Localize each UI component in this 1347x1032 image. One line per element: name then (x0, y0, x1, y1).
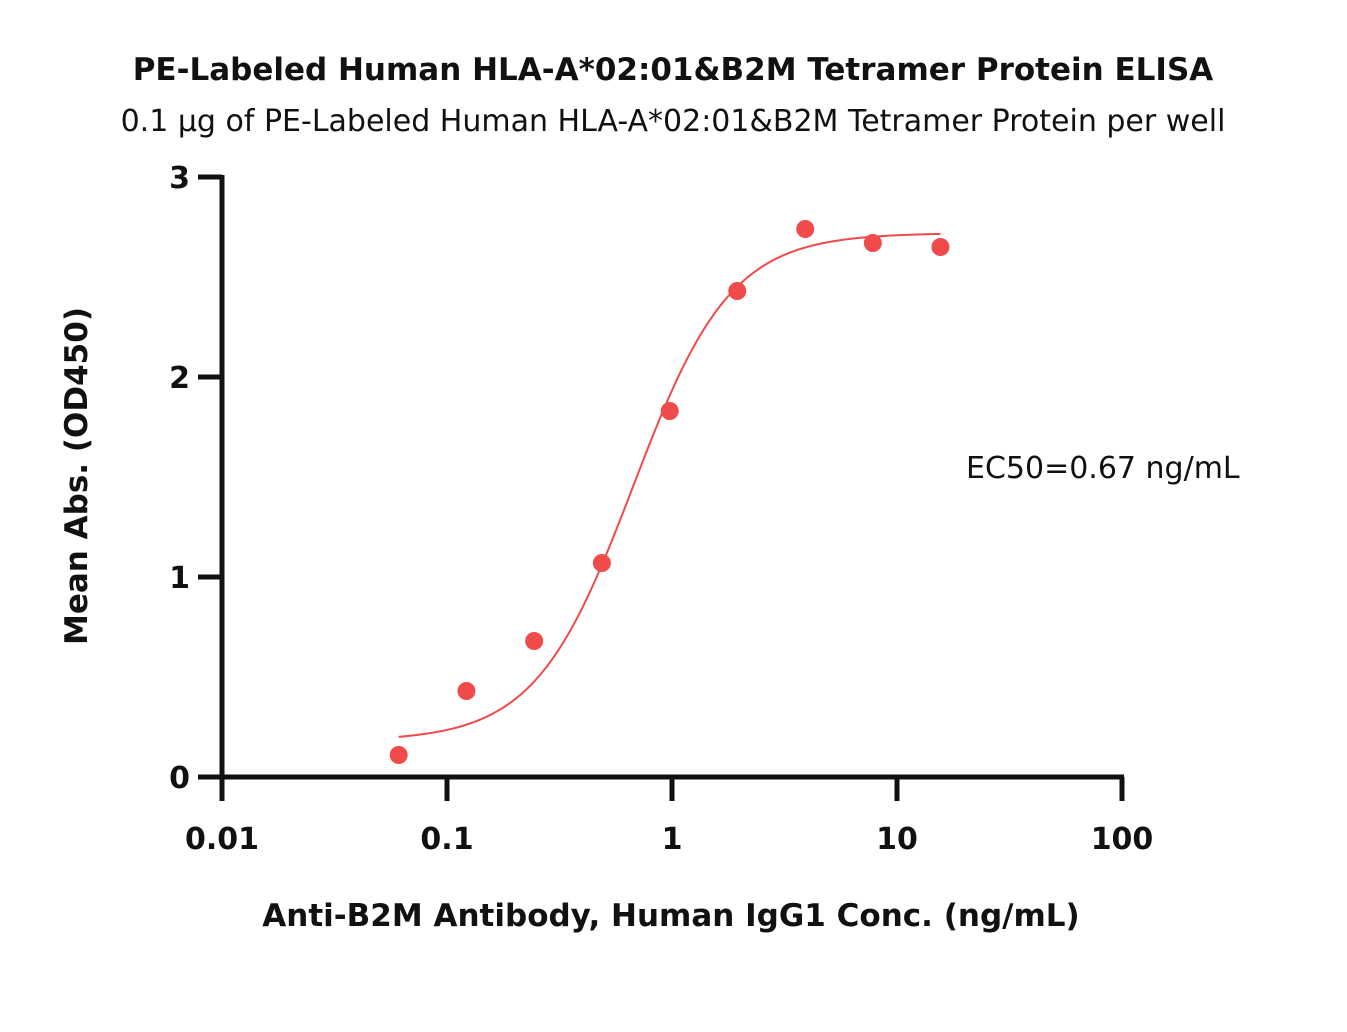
plot-area (389, 220, 950, 764)
x-tick-label: 0.01 (185, 822, 259, 857)
y-tick-label: 3 (169, 161, 190, 196)
fit-curve (398, 232, 941, 738)
data-point (457, 682, 476, 700)
x-tick-label: 0.1 (420, 822, 473, 857)
y-axis-ticks: 0 1 2 3 (169, 161, 222, 796)
data-point (525, 632, 544, 650)
y-tick-label: 0 (169, 761, 190, 796)
x-tick-label: 10 (876, 822, 918, 857)
y-tick-label: 2 (169, 361, 190, 396)
data-point (931, 238, 950, 256)
data-point (796, 220, 815, 238)
chart-title: PE-Labeled Human HLA-A*02:01&B2M Tetrame… (133, 52, 1214, 88)
data-point (389, 746, 408, 764)
data-point (592, 554, 611, 572)
x-axis-label: Anti-B2M Antibody, Human IgG1 Conc. (ng/… (262, 898, 1079, 934)
x-tick-label: 1 (662, 822, 683, 857)
ec50-annotation: EC50=0.67 ng/mL (966, 451, 1240, 486)
y-tick-label: 1 (169, 561, 190, 596)
data-point (660, 402, 679, 420)
data-point (728, 282, 747, 300)
x-tick-label: 100 (1091, 822, 1154, 857)
x-axis-ticks: 0.01 0.1 1 10 100 (185, 777, 1153, 857)
data-point (863, 234, 882, 252)
y-axis-label: Mean Abs. (OD450) (59, 307, 95, 645)
data-points (389, 220, 950, 764)
chart-subtitle: 0.1 µg of PE-Labeled Human HLA-A*02:01&B… (121, 104, 1226, 139)
